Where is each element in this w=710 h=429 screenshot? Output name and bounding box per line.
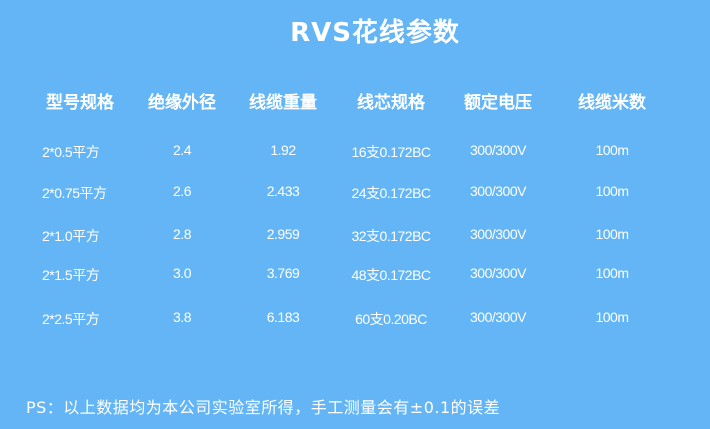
table-cell: 48支0.172BC	[351, 267, 431, 283]
table-cell: 300/300V	[470, 309, 526, 325]
table-cell: 100m	[595, 142, 629, 158]
column-header: 线芯规格	[357, 93, 425, 113]
table-cell: 24支0.172BC	[351, 185, 431, 201]
table-cell: 100m	[595, 183, 629, 199]
table-cell: 100m	[595, 265, 629, 281]
table-cell: 1.92	[270, 142, 296, 158]
column-header: 线缆重量	[249, 93, 317, 113]
table-cell: 300/300V	[470, 226, 526, 242]
table-cell: 300/300V	[470, 183, 526, 199]
table-cell: 100m	[595, 226, 629, 242]
table-cell: 16支0.172BC	[351, 144, 431, 160]
table-cell: 2.8	[173, 226, 191, 242]
table-cell: 6.183	[266, 309, 300, 325]
table-cell: 2*1.0平方	[42, 228, 100, 244]
table-cell: 100m	[595, 309, 629, 325]
table-cell: 2*0.75平方	[42, 185, 107, 201]
footnote: PS：以上数据均为本公司实验室所得，手工测量会有±0.1的误差	[26, 398, 501, 417]
table-cell: 3.0	[173, 265, 191, 281]
table-cell: 32支0.172BC	[351, 228, 431, 244]
column-header: 型号规格	[46, 93, 114, 113]
table-cell: 60支0.20BC	[355, 311, 427, 327]
table-cell: 2.433	[266, 183, 300, 199]
table-cell: 2.4	[173, 142, 191, 158]
table-cell: 2*2.5平方	[42, 311, 100, 327]
column-header: 额定电压	[464, 93, 532, 113]
table-cell: 3.769	[266, 265, 300, 281]
table-cell: 300/300V	[470, 142, 526, 158]
column-header: 线缆米数	[578, 93, 646, 113]
table-cell: 2*0.5平方	[42, 144, 100, 160]
table-cell: 2*1.5平方	[42, 267, 100, 283]
column-header: 绝缘外径	[148, 93, 216, 113]
table-cell: 2.6	[173, 183, 191, 199]
table-cell: 2.959	[266, 226, 300, 242]
page-title: RVS花线参数	[290, 18, 460, 48]
table-cell: 3.8	[173, 309, 191, 325]
table-cell: 300/300V	[470, 265, 526, 281]
